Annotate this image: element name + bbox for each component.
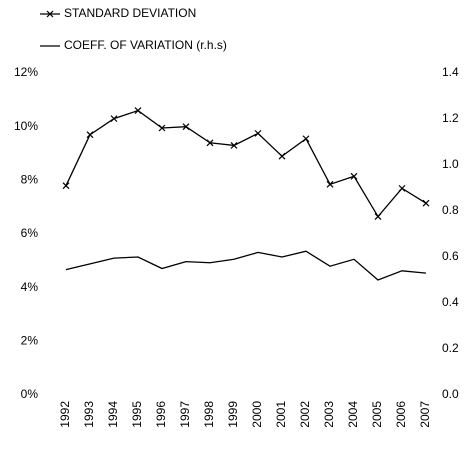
series-line — [65, 250, 427, 281]
x-tick-label: 2002 — [298, 401, 312, 428]
y2-tick-label: 1.4 — [442, 65, 459, 79]
marker-stroke — [254, 129, 262, 137]
marker-stroke — [374, 213, 382, 220]
marker-stroke — [182, 123, 190, 131]
point-marker — [62, 182, 70, 190]
point-marker — [134, 107, 142, 114]
marker-stroke — [110, 115, 118, 123]
x-tick-label: 1998 — [202, 401, 216, 428]
x-tick-label: 2000 — [250, 401, 264, 428]
point-marker — [230, 142, 238, 149]
point-marker — [158, 124, 166, 132]
y-tick-label: 2% — [21, 334, 39, 348]
x-tick-label: 1992 — [58, 401, 72, 428]
point-marker — [86, 131, 94, 139]
marker-stroke — [302, 135, 310, 143]
marker-stroke — [230, 142, 238, 149]
x-tick-label: 2007 — [418, 401, 432, 428]
y2-tick-label: 0.2 — [442, 341, 459, 355]
marker-stroke — [86, 131, 94, 139]
marker-stroke — [278, 152, 286, 160]
point-marker — [374, 213, 382, 220]
marker-stroke — [206, 139, 214, 147]
y-tick-label: 6% — [21, 226, 39, 240]
y2-tick-label: 0.4 — [442, 295, 459, 309]
y-tick-label: 10% — [14, 119, 38, 133]
legend-label: STANDARD DEVIATION — [64, 6, 196, 20]
y2-tick-label: 0.6 — [442, 249, 459, 263]
marker-stroke — [134, 107, 142, 114]
marker-stroke — [46, 10, 54, 18]
y-tick-label: 12% — [14, 65, 38, 79]
x-tick-label: 2003 — [322, 401, 336, 428]
series-line — [65, 109, 427, 218]
y-tick-label: 8% — [21, 173, 39, 187]
marker-stroke — [62, 182, 70, 190]
x-tick-label: 1995 — [130, 401, 144, 428]
point-marker — [206, 139, 214, 147]
y2-tick-label: 0.8 — [442, 203, 459, 217]
legend-marker — [46, 10, 54, 18]
point-marker — [398, 184, 406, 192]
point-marker — [182, 123, 190, 131]
y-tick-label: 4% — [21, 280, 39, 294]
x-tick-label: 2004 — [346, 401, 360, 428]
y2-tick-label: 0.0 — [442, 387, 459, 401]
marker-stroke — [422, 199, 430, 207]
x-tick-label: 2001 — [274, 401, 288, 428]
point-marker — [302, 135, 310, 143]
point-marker — [254, 129, 262, 137]
marker-stroke — [398, 184, 406, 192]
y2-tick-label: 1.2 — [442, 111, 459, 125]
point-marker — [278, 152, 286, 160]
x-tick-label: 1996 — [154, 401, 168, 428]
x-tick-label: 2005 — [370, 401, 384, 428]
point-marker — [422, 199, 430, 207]
y-tick-label: 0% — [21, 387, 39, 401]
x-tick-label: 1997 — [178, 401, 192, 428]
marker-stroke — [326, 180, 334, 188]
x-tick-label: 1994 — [106, 401, 120, 428]
marker-stroke — [158, 124, 166, 132]
x-tick-label: 1993 — [82, 401, 96, 428]
point-marker — [110, 115, 118, 123]
y2-tick-label: 1.0 — [442, 157, 459, 171]
legend-label: COEFF. OF VARIATION (r.h.s) — [64, 38, 227, 52]
point-marker — [326, 180, 334, 188]
point-marker — [350, 172, 358, 180]
x-tick-label: 1999 — [226, 401, 240, 428]
marker-stroke — [350, 172, 358, 180]
x-tick-label: 2006 — [394, 401, 408, 428]
